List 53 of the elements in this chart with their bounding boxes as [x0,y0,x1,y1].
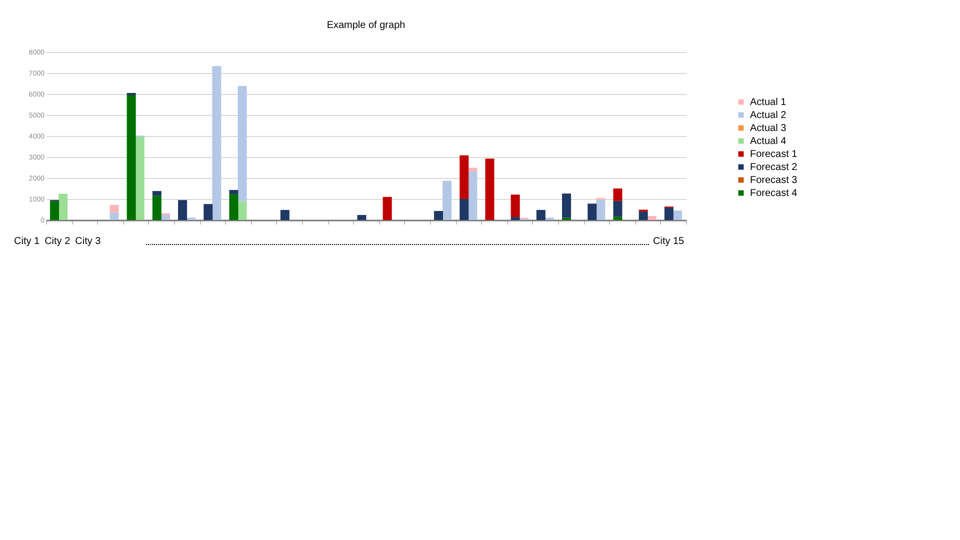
bar [152,191,162,196]
bar [160,214,170,220]
legend-label: Actual 3 [750,123,787,134]
bar [613,188,622,201]
bar [229,194,238,220]
bar [638,212,648,220]
bar [672,210,682,220]
bar [434,210,444,220]
bar [536,210,546,220]
legend-label: Actual 4 [750,136,787,147]
legend-label: Forecast 2 [750,162,798,173]
bar [238,86,247,202]
legend-label: Forecast 3 [750,175,798,186]
bar [613,200,622,217]
bar [135,136,144,220]
bar [152,196,162,220]
bar [50,201,60,220]
bar [204,204,213,220]
bar [510,217,520,220]
bar [178,200,188,220]
bar [468,171,478,220]
bar [485,158,494,220]
bar [382,196,392,220]
bar [280,210,290,220]
text: City 3 [75,236,101,247]
text: City 15 [653,236,684,248]
bar [110,212,119,220]
bar [613,216,622,220]
legend-label: Forecast 4 [750,188,798,199]
bar [442,180,452,220]
text: City 1 [14,236,40,247]
bar [126,95,136,220]
legend-label: Actual 1 [750,97,787,108]
bar [58,194,68,220]
bar [460,155,469,199]
bar [562,194,572,218]
bar [110,204,119,213]
text: City 2 [44,236,70,247]
bar [357,214,366,220]
bar [664,208,674,220]
bar [647,216,656,220]
chart-title: Example of graph [326,20,406,31]
bar [238,201,247,220]
bar [468,168,478,172]
bar [596,200,606,220]
bar [510,194,520,218]
legend-label: Actual 2 [750,110,787,121]
legend-label: Forecast 1 [750,149,798,160]
bar [212,66,222,220]
bar [460,199,469,220]
bar [229,190,238,194]
bar [126,92,136,96]
bar [588,204,597,220]
